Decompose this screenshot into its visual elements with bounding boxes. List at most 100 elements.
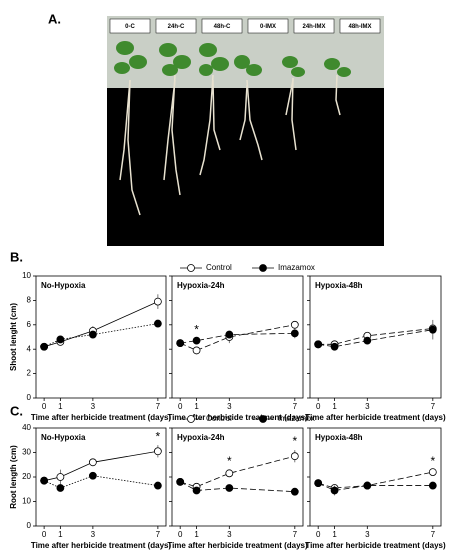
marker (176, 477, 185, 486)
x-axis-label: Time after herbicide treatment (days) (305, 413, 446, 422)
x-tick-label: 3 (91, 402, 96, 411)
marker (225, 484, 234, 492)
panel-title: Hypoxia-48h (315, 281, 363, 290)
marker (225, 330, 234, 339)
significance: * (227, 454, 232, 468)
x-tick-label: 7 (156, 530, 161, 539)
panel-title: Hypoxia-48h (315, 433, 363, 442)
series-line (180, 324, 295, 351)
marker (40, 342, 49, 351)
marker (428, 481, 437, 490)
series-line (180, 332, 295, 344)
panel-title: No-Hypoxia (41, 433, 86, 442)
y-tick-label: 10 (22, 497, 31, 506)
y-tick-label: 30 (22, 448, 31, 457)
x-tick-label: 7 (431, 530, 436, 539)
marker (56, 473, 65, 481)
marker (56, 335, 65, 344)
series-line (44, 450, 158, 482)
marker (88, 471, 97, 480)
photo-label: 24h-IMX (302, 24, 325, 30)
marker (176, 339, 185, 348)
photo-label: 0-C (125, 24, 135, 30)
marker (153, 319, 162, 328)
legend-label: Control (206, 414, 232, 423)
series-line (43, 475, 158, 489)
plot-frame (171, 275, 304, 399)
series-line (180, 481, 295, 493)
marker (330, 342, 339, 351)
panel-title: No-Hypoxia (41, 281, 86, 290)
marker (88, 330, 97, 339)
significance: * (292, 434, 297, 448)
x-tick-label: 7 (156, 402, 161, 411)
marker (330, 486, 339, 495)
y-tick-label: 0 (27, 521, 32, 530)
marker (290, 320, 299, 329)
significance: * (430, 454, 435, 468)
x-tick-label: 3 (91, 530, 96, 539)
marker (153, 481, 162, 490)
x-tick-label: 1 (332, 530, 337, 539)
x-axis-label: Time after herbicide treatment (days) (31, 541, 172, 550)
plot-frame (309, 427, 442, 527)
marker (363, 336, 372, 345)
plot-frame (35, 275, 167, 399)
photo-label-box (201, 18, 243, 34)
x-tick-label: 7 (431, 402, 436, 411)
photo-label: 0-IMX (260, 24, 276, 30)
y-tick-label: 8 (27, 296, 32, 305)
y-axis-label: Shoot lenght (cm) (9, 303, 18, 371)
marker (40, 476, 49, 485)
x-tick-label: 3 (227, 530, 232, 539)
photo-label: 48h-C (214, 24, 231, 30)
legend-label: Imazamox (278, 263, 315, 272)
y-tick-label: 40 (22, 423, 31, 432)
marker (314, 479, 323, 488)
photo-label-box (155, 18, 197, 34)
photo-label-box (247, 18, 289, 34)
x-axis-label: Time after herbicide treatment (days) (31, 413, 172, 422)
legend-marker (259, 415, 267, 423)
series-line (318, 328, 433, 345)
panel-title: Hypoxia-24h (177, 281, 225, 290)
photo-label-box (339, 18, 381, 34)
marker (192, 346, 201, 355)
marker (225, 469, 234, 478)
y-axis-label: Root length (cm) (9, 445, 18, 509)
marker (428, 468, 437, 477)
y-tick-label: 2 (27, 369, 32, 378)
x-tick-label: 1 (58, 530, 63, 539)
x-tick-label: 0 (42, 530, 47, 539)
photo-label: 48h-IMX (348, 24, 371, 30)
x-tick-label: 1 (194, 402, 199, 411)
marker (314, 340, 323, 349)
marker (153, 297, 162, 306)
series-line (318, 471, 433, 489)
x-tick-label: 0 (42, 402, 47, 411)
x-tick-label: 7 (293, 402, 298, 411)
plot-frame (171, 427, 304, 527)
marker (192, 486, 201, 495)
legend-marker (187, 415, 195, 423)
x-tick-label: 1 (332, 402, 337, 411)
x-axis-label: Time after herbicide treatment (days) (305, 541, 446, 550)
x-tick-label: 0 (178, 402, 183, 411)
x-tick-label: 0 (316, 530, 321, 539)
panel-label: B. (10, 249, 23, 264)
x-tick-label: 0 (316, 402, 321, 411)
panel-label: A. (48, 11, 61, 26)
marker (88, 458, 97, 467)
x-tick-label: 7 (293, 530, 298, 539)
panel-title: Hypoxia-24h (177, 433, 225, 442)
photo-label-box (109, 18, 151, 34)
y-tick-label: 10 (22, 271, 31, 280)
marker (290, 452, 299, 461)
y-tick-label: 6 (27, 320, 32, 329)
panel-label: C. (10, 403, 23, 418)
photo-label-box (293, 18, 335, 34)
series-line (180, 455, 295, 488)
marker (363, 481, 372, 490)
x-axis-label: Time after herbicide treatment (days) (167, 541, 308, 550)
